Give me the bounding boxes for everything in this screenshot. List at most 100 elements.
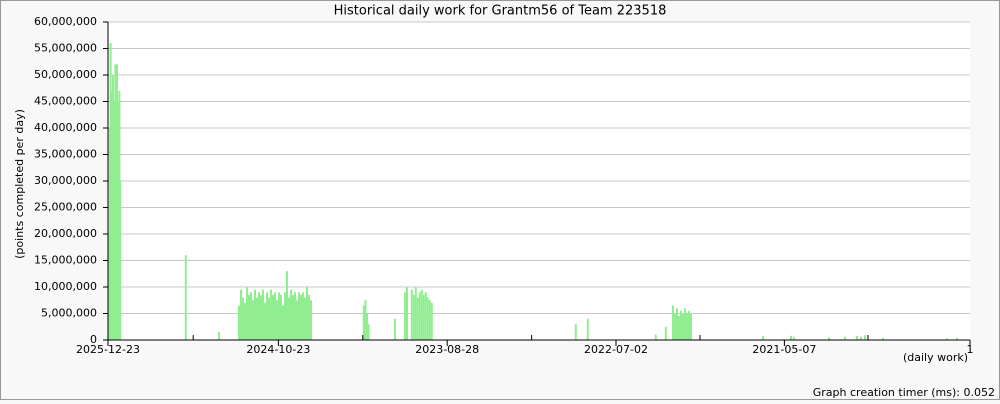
bar: [430, 302, 433, 340]
bar: [262, 289, 264, 340]
bar: [680, 310, 682, 340]
bar: [686, 313, 688, 340]
bar: [676, 308, 678, 340]
bar: [274, 292, 276, 340]
bar: [684, 308, 686, 340]
bar: [270, 289, 272, 340]
bar: [428, 300, 431, 340]
bar: [258, 292, 260, 340]
bar: [280, 294, 282, 340]
y-tick-label: 50,000,000: [34, 68, 97, 81]
bar: [422, 294, 425, 340]
bar: [268, 297, 270, 340]
x-tick-label: 2024-10-23: [246, 343, 310, 356]
bar: [844, 336, 846, 340]
bar: [366, 313, 368, 340]
bar: [792, 336, 795, 340]
bar: [248, 294, 250, 340]
bar: [416, 297, 419, 340]
bar: [678, 316, 680, 340]
bar: [302, 292, 304, 340]
y-tick-label: 25,000,000: [34, 201, 97, 214]
footer: Graph creation timer (ms): 0.052: [813, 386, 995, 399]
bar: [296, 300, 298, 340]
bar: [238, 305, 240, 340]
bar: [790, 335, 792, 340]
bar: [300, 294, 302, 340]
bar: [674, 313, 676, 340]
bar: [690, 313, 692, 340]
bar: [367, 324, 370, 340]
bar: [288, 297, 290, 340]
bar: [364, 300, 367, 340]
bar: [946, 338, 948, 340]
x-tick-label: 2025-12-23: [76, 343, 140, 356]
bar: [574, 324, 577, 340]
bar: [290, 289, 292, 340]
bar: [246, 287, 248, 340]
bar: [294, 292, 296, 340]
bar: [184, 255, 187, 340]
bar: [828, 337, 830, 340]
bar: [586, 318, 589, 340]
y-tick-label: 60,000,000: [34, 15, 97, 28]
bar: [119, 181, 122, 340]
bar: [864, 335, 866, 340]
bar: [956, 337, 958, 340]
x-tick-label: 2023-08-28: [415, 343, 479, 356]
bar: [672, 305, 674, 340]
y-tick-label: 30,000,000: [34, 174, 97, 187]
bar: [418, 292, 421, 340]
y-tick-label: 35,000,000: [34, 148, 97, 161]
bar: [688, 310, 690, 340]
bar: [264, 302, 266, 340]
bar: [292, 294, 294, 340]
y-tick-label: 5,000,000: [41, 307, 97, 320]
bar: [664, 326, 667, 340]
bar: [860, 336, 862, 340]
x-tick-label: 2021-05-07: [752, 343, 816, 356]
chart-title: Historical daily work for Grantm56 of Te…: [334, 4, 667, 19]
bar: [654, 334, 657, 340]
bar: [882, 337, 884, 340]
bar: [310, 300, 312, 340]
x-tick-label: 2022-07-02: [584, 343, 648, 356]
bar: [406, 287, 408, 340]
bar: [266, 292, 268, 340]
bar: [682, 313, 684, 340]
bar: [252, 300, 254, 340]
bar: [286, 271, 288, 340]
bar: [278, 292, 280, 340]
bar: [762, 335, 764, 340]
bar: [250, 292, 252, 340]
bar: [420, 289, 423, 340]
bar: [414, 287, 417, 340]
bar: [240, 289, 242, 340]
bar: [410, 289, 413, 340]
bar: [424, 292, 427, 340]
bar: [116, 101, 119, 340]
bar: [260, 294, 262, 340]
bar: [256, 297, 258, 340]
y-tick-label: 55,000,000: [34, 42, 97, 55]
y-tick-label: 45,000,000: [34, 95, 97, 108]
bar: [306, 287, 308, 340]
bar: [394, 318, 396, 340]
bar: [254, 289, 256, 340]
y-axis-label: (points completed per day): [13, 109, 26, 259]
bar: [856, 335, 858, 340]
bar: [426, 297, 429, 340]
y-tick-label: 10,000,000: [34, 280, 97, 293]
bar: [284, 292, 286, 340]
bar: [308, 294, 310, 340]
y-tick-label: 20,000,000: [34, 227, 97, 240]
bar: [304, 297, 306, 340]
bar: [282, 305, 284, 340]
x-axis-label: (daily work): [903, 351, 968, 364]
y-tick-label: 0: [90, 333, 97, 346]
y-tick-label: 40,000,000: [34, 121, 97, 134]
bar: [404, 292, 406, 340]
bar: [242, 297, 244, 340]
